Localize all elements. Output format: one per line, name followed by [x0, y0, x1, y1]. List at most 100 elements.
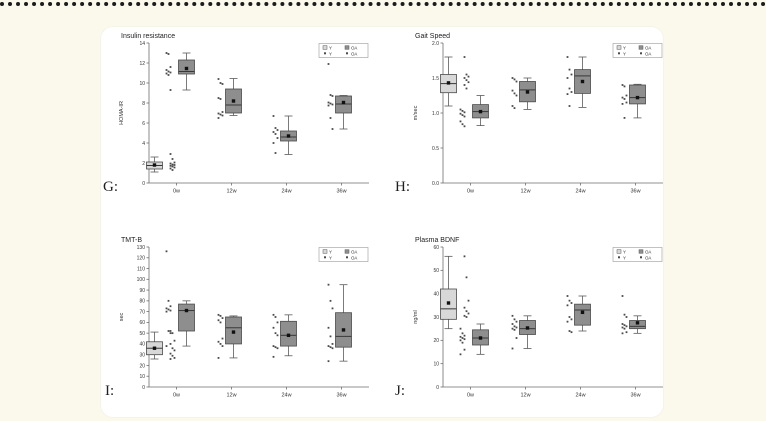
data-point [327, 345, 330, 347]
data-point [461, 114, 464, 116]
data-point [513, 92, 516, 95]
figure-card: Insulin resistance HOMA-IR 0 2 4 6 8 10 12 14 0w 12… [101, 27, 663, 417]
data-point [621, 103, 624, 105]
x-tick-label: 24w [281, 393, 291, 399]
data-point [331, 307, 334, 310]
data-point [167, 74, 170, 76]
y-tick-label: 10 [139, 374, 145, 380]
legend-box-swatch [638, 45, 644, 50]
data-point [463, 125, 466, 128]
data-point [467, 81, 470, 84]
data-point [219, 315, 222, 317]
mean-marker [286, 134, 291, 138]
data-point [621, 96, 624, 99]
mean-marker [286, 333, 291, 338]
box-OA-0w [165, 52, 195, 91]
mean-marker [231, 330, 236, 334]
legend-point-swatch [346, 52, 348, 55]
data-point [459, 327, 462, 330]
mean-marker [152, 346, 157, 350]
data-point [171, 347, 174, 350]
data-point [459, 120, 462, 123]
box-OA-24w [272, 115, 297, 155]
data-point [515, 326, 518, 329]
data-point [511, 323, 514, 325]
legend-box-label: Y [623, 249, 626, 254]
x-tick-label: 36w [336, 393, 346, 399]
data-point [217, 112, 220, 115]
legend: Y OA Y OA [612, 43, 663, 58]
data-point [566, 77, 569, 79]
x-tick-label: 0w [173, 393, 180, 399]
data-point [329, 117, 332, 119]
data-point [463, 84, 466, 86]
axes [440, 246, 663, 390]
legend-box-swatch [616, 45, 622, 50]
data-point [173, 166, 176, 169]
y-tick-label: 120 [137, 256, 146, 262]
data-point [459, 353, 462, 356]
x-tick-label: 12w [226, 393, 236, 399]
data-point [463, 314, 466, 317]
y-axis-label: ng/ml [413, 310, 419, 323]
data-point [274, 346, 277, 349]
mean-marker [478, 109, 483, 114]
data-point [570, 302, 573, 304]
mean-marker [184, 308, 189, 313]
data-point [276, 321, 279, 324]
data-point [621, 332, 624, 335]
box-OA-0w [459, 95, 489, 128]
legend-point-swatch [640, 256, 642, 259]
data-point [272, 326, 275, 329]
data-point [173, 164, 176, 166]
legend-box-label: Y [623, 45, 626, 50]
data-point [513, 328, 516, 331]
data-point [566, 56, 569, 58]
data-point [217, 117, 220, 119]
legend-box-swatch [322, 249, 328, 254]
data-point [274, 133, 277, 135]
legend-point-label: OA [351, 256, 357, 261]
y-tick-label: 0 [436, 385, 439, 391]
box-OA-12w [217, 313, 242, 359]
data-point [219, 113, 222, 116]
x-tick-label: 0w [173, 189, 180, 195]
legend-point-label: OA [351, 52, 357, 57]
data-point [570, 91, 573, 93]
box-OA-24w [566, 56, 591, 108]
y-tick-label: 80 [139, 299, 145, 305]
data-point [463, 338, 466, 341]
data-point [623, 117, 626, 119]
data-point [165, 69, 168, 71]
data-point [165, 52, 168, 54]
x-tick-label: 12w [520, 189, 530, 195]
data-point [515, 320, 518, 323]
axes [146, 246, 369, 390]
data-point [169, 332, 172, 335]
data-point [621, 295, 624, 297]
data-point [169, 343, 172, 345]
data-point [272, 313, 275, 316]
data-point [623, 324, 626, 327]
x-tick-label: 12w [520, 393, 530, 399]
data-point [276, 334, 279, 337]
mean-marker [635, 321, 640, 325]
data-point [623, 98, 626, 100]
y-tick-label: 10 [433, 361, 439, 367]
legend: Y OA Y OA [612, 247, 663, 262]
data-point [566, 304, 569, 307]
box-OA-36w [327, 63, 352, 130]
data-point [272, 142, 275, 144]
y-tick-label: 30 [139, 352, 145, 358]
data-point [511, 327, 514, 330]
mean-marker [231, 99, 236, 103]
legend-point-label: OA [645, 256, 651, 261]
y-tick-label: 0 [142, 385, 145, 391]
legend: Y OA Y OA [318, 43, 369, 58]
box-Y-0w [146, 330, 176, 360]
data-point [511, 77, 514, 79]
data-point [511, 314, 514, 317]
data-point [217, 340, 220, 343]
data-point [274, 152, 277, 154]
mean-marker [341, 328, 346, 332]
